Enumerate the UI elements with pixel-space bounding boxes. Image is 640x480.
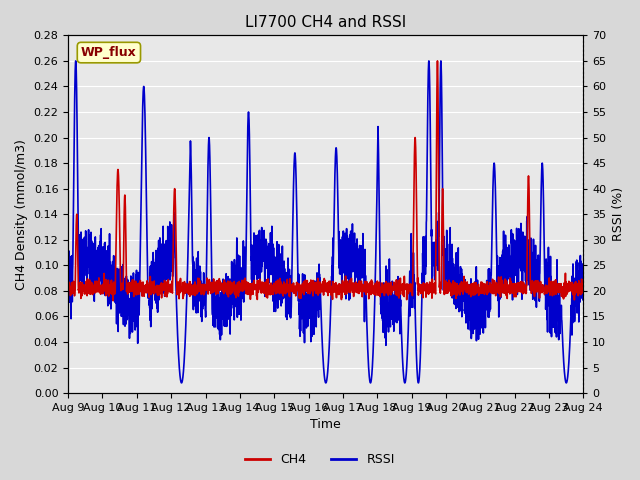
Y-axis label: RSSI (%): RSSI (%) — [612, 187, 625, 241]
Legend: CH4, RSSI: CH4, RSSI — [240, 448, 400, 471]
X-axis label: Time: Time — [310, 419, 341, 432]
Y-axis label: CH4 Density (mmol/m3): CH4 Density (mmol/m3) — [15, 139, 28, 289]
Title: LI7700 CH4 and RSSI: LI7700 CH4 and RSSI — [245, 15, 406, 30]
Text: WP_flux: WP_flux — [81, 46, 137, 59]
